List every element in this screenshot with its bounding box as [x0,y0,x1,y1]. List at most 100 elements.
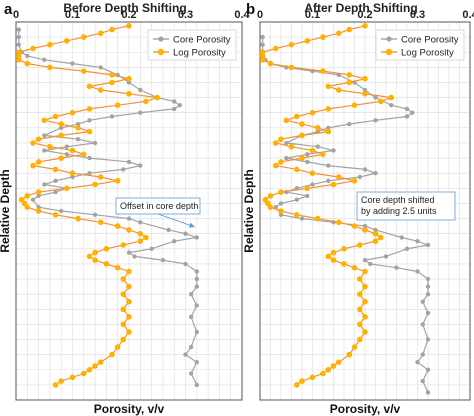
data-point [30,197,36,202]
data-point [70,174,75,180]
data-point [325,253,332,260]
data-point [177,103,182,108]
data-point [53,189,58,195]
data-point [172,99,177,104]
data-point [330,249,337,256]
data-point [373,95,378,100]
data-point [30,140,36,146]
data-point [58,155,64,161]
legend-label: Core Porosity [173,34,231,45]
data-point [260,42,265,47]
data-point [109,114,115,119]
annotation-text: Core depth shifted [361,195,435,205]
data-point [267,60,274,67]
data-point [114,178,121,184]
data-point [320,34,326,40]
panel-title: Before Depth Shifting [63,1,186,15]
data-point [415,269,420,274]
annotation: Offset in core depth [115,197,201,228]
data-point [194,269,199,274]
data-point [320,68,326,74]
data-point [81,34,87,40]
data-point [326,163,331,168]
panel-b: b After Depth Shifting 0 0.1 0.2 0.3 0.4 Porosi… [242,1,474,416]
data-point [120,306,127,313]
data-point [330,181,337,188]
data-point [36,205,41,210]
data-point [388,94,395,101]
data-point [97,87,104,93]
data-point [24,193,31,199]
data-point [120,336,127,343]
data-point [315,125,321,131]
data-point [267,204,274,210]
data-point [87,155,92,161]
x-tick-label: 0.2 [121,9,136,21]
data-point [126,216,132,221]
data-point [325,367,332,373]
x-axis-label: Porosity, v/v [330,402,401,416]
data-point [194,303,199,308]
data-point [154,94,161,101]
data-point [75,215,81,222]
data-point [86,83,93,90]
data-point [138,87,143,93]
legend-label: Log Porosity [173,47,226,58]
data-point [35,189,42,195]
series-log-porosity [259,23,395,388]
x-axis-label: Porosity, v/v [94,402,165,416]
data-point [331,148,336,153]
data-point [368,261,373,267]
data-point [299,216,305,221]
data-point [362,227,368,233]
data-point [52,166,59,173]
data-point [42,148,47,153]
data-point [362,223,368,229]
data-point [81,370,87,377]
data-point [138,163,143,168]
data-point [305,159,310,165]
data-point [373,118,378,123]
data-point [114,264,121,271]
data-point [299,132,305,139]
x-tick-label: 0.3 [410,9,425,21]
data-point [278,189,284,195]
data-point [143,234,149,241]
data-point [97,359,104,366]
data-point [373,171,378,176]
data-point [357,242,363,248]
data-point [362,314,368,320]
data-point [59,208,64,214]
data-point [357,321,363,328]
data-point [120,242,127,248]
data-point [126,75,132,82]
legend-box [147,29,237,61]
data-point [194,329,199,335]
data-point [283,117,290,124]
data-point [399,235,404,240]
data-point [294,382,300,388]
y-axis-label: Relative Depth [242,169,256,252]
data-point [183,352,188,357]
data-point [362,23,368,29]
data-point [273,45,279,52]
plot-frame [15,21,243,401]
data-point [126,227,132,233]
series-core-porosity [16,27,199,388]
data-point [64,38,70,44]
panel-a: a Before Depth Shifting 0 0.1 0.2 0.3 0.4 Poros… [0,1,251,416]
data-point [109,79,115,86]
data-point [64,152,70,157]
x-tick-label: 0.4 [462,9,474,21]
annotation-arrow [157,213,195,228]
data-point [357,306,363,313]
data-point [86,106,93,112]
data-point [330,363,337,369]
data-point [278,212,284,217]
data-point [92,257,98,263]
data-point [341,246,347,252]
data-point [347,121,352,127]
data-point [336,87,342,93]
data-point [362,75,368,82]
series-line [18,29,198,386]
